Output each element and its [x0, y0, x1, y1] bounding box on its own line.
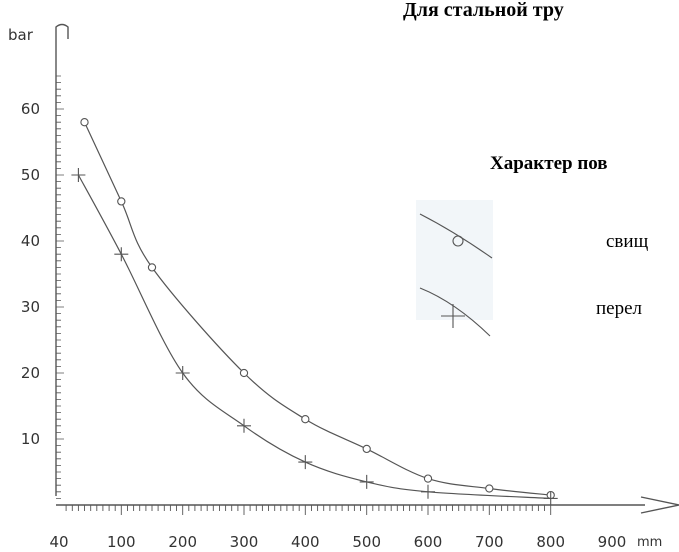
- x-tick-label: 200: [168, 533, 197, 551]
- y-tick-label: 20: [21, 364, 40, 382]
- data-point-circle: [301, 415, 310, 424]
- y-axis-label: bar: [8, 26, 34, 44]
- y-tick-label: 50: [21, 166, 40, 184]
- data-point-plus: [71, 168, 86, 182]
- x-axis-label: mm: [637, 535, 662, 550]
- y-tick-label: 60: [21, 100, 40, 118]
- legend-label-svishch: свищ: [606, 231, 649, 252]
- legend-line-svishch: [419, 213, 493, 259]
- ticks: 40 100 200 300 400 500 600 700 800 900 10 20 30 40 50 6…: [21, 75, 627, 551]
- data-point-circle: [423, 474, 433, 483]
- series-layer: [71, 118, 558, 506]
- x-tick-label: 700: [475, 533, 504, 551]
- x-minor-ticks: [65, 505, 552, 515]
- data-point-plus: [114, 247, 129, 262]
- data-point-circle: [147, 263, 157, 272]
- legend-circle-marker: [452, 235, 464, 247]
- legend-line-perel: [419, 287, 491, 337]
- x-axis-arrow: [640, 496, 679, 514]
- data-point-plus: [237, 418, 251, 433]
- legend-swatch-background: [416, 200, 493, 320]
- data-point-circle: [362, 444, 371, 454]
- x-tick-label: 900: [598, 533, 627, 551]
- legend-title: Характер пов: [490, 153, 608, 174]
- data-point-circle: [117, 197, 126, 206]
- data-point-plus: [359, 474, 374, 489]
- x-tick-label: 400: [291, 533, 320, 551]
- y-minor-ticks: [56, 75, 64, 499]
- chart-title: Для стальной тру: [403, 0, 564, 21]
- y-tick-label: 40: [21, 232, 40, 250]
- data-point-plus: [298, 455, 313, 470]
- x-tick-label: 300: [230, 533, 259, 551]
- data-point-circle: [485, 484, 494, 493]
- x-tick-label: 40: [49, 533, 68, 551]
- x-tick-label: 800: [536, 533, 565, 551]
- y-axis-arrow: [55, 23, 69, 39]
- data-point-plus: [421, 484, 435, 499]
- data-point-plus: [543, 491, 558, 506]
- x-tick-label: 500: [352, 533, 381, 551]
- x-tick-label: 600: [414, 533, 443, 551]
- legend-label-perel: перел: [596, 298, 643, 319]
- legend-plus-marker: [441, 304, 465, 328]
- y-tick-label: 10: [21, 430, 40, 448]
- x-tick-label: 100: [107, 533, 136, 551]
- data-point-circle: [80, 118, 89, 127]
- series-line-svishch: [83, 121, 551, 496]
- legend: Характер пов свищ перел: [416, 153, 649, 337]
- data-point-plus: [175, 366, 190, 380]
- y-tick-label: 30: [21, 298, 40, 316]
- data-point-circle: [239, 368, 249, 378]
